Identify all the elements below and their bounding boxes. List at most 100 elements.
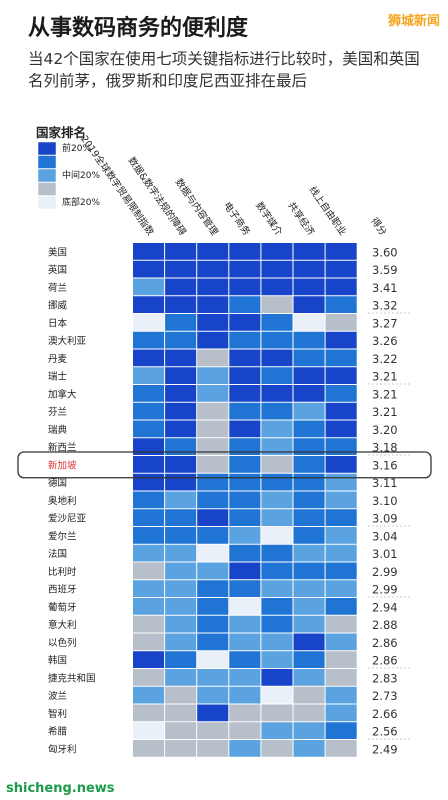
- heatmap-cell: [133, 686, 165, 704]
- heatmap-cell: [133, 722, 165, 739]
- heatmap-cell: [293, 669, 325, 686]
- heatmap-cell: [325, 402, 357, 420]
- heatmap-cell: [229, 314, 261, 331]
- heatmap-cell: [197, 331, 229, 349]
- row-label: 荷兰: [48, 282, 67, 294]
- heatmap-cell: [165, 651, 197, 668]
- heatmap-cell: [261, 544, 293, 562]
- heatmap-cell: [197, 651, 229, 668]
- row-label: 挪威: [48, 300, 68, 312]
- heatmap-cell: [325, 260, 357, 278]
- row-label: 美国: [48, 246, 67, 258]
- heatmap-cell: [133, 669, 165, 686]
- row-label: 新加坡: [48, 459, 77, 471]
- heatmap-cell: [293, 456, 325, 473]
- heatmap-cell: [261, 385, 293, 402]
- heatmap-cell: [229, 349, 261, 367]
- heatmap-cell: [261, 438, 293, 455]
- heatmap-cell: [325, 686, 357, 704]
- heatmap-cell: [293, 278, 325, 296]
- heatmap-cell: [133, 527, 165, 544]
- heatmap-cell: [197, 544, 229, 562]
- row-label: 葡萄牙: [48, 601, 77, 613]
- heatmap-cell: [261, 704, 293, 722]
- heatmap-cell: [165, 580, 197, 597]
- heatmap-cell: [229, 580, 261, 597]
- heatmap-cell: [229, 509, 261, 526]
- heatmap-cell: [229, 740, 261, 757]
- score-label: 3.41: [372, 281, 398, 295]
- heatmap-cell: [197, 598, 229, 615]
- heatmap-cell: [293, 651, 325, 668]
- heatmap-cell: [293, 296, 325, 313]
- heatmap-cell: [197, 633, 229, 651]
- score-label: 2.56: [372, 725, 398, 739]
- column-header: 数据&数字法规的障碍: [125, 155, 188, 238]
- heatmap-cell: [165, 438, 197, 455]
- legend-label: 底部20%: [62, 196, 100, 208]
- row-label: 波兰: [48, 690, 67, 702]
- heatmap-cell: [293, 633, 325, 651]
- heatmap-cell: [133, 420, 165, 438]
- score-label: 2.86: [372, 636, 398, 650]
- heatmap-cell: [165, 669, 197, 686]
- heatmap-cell: [293, 615, 325, 633]
- heatmap-cell: [229, 704, 261, 722]
- heatmap-cell: [261, 580, 293, 597]
- chart-subtitle: 当42个国家在使用七项关键指标进行比较时，美国和英国名列前茅，俄罗斯和印度尼西亚…: [28, 50, 420, 90]
- heatmap-cell: [261, 456, 293, 473]
- heatmap-cell: [133, 456, 165, 473]
- heatmap-cell: [197, 296, 229, 313]
- heatmap-cell: [133, 633, 165, 651]
- heatmap-cell: [133, 544, 165, 562]
- heatmap-cell: [229, 633, 261, 651]
- heatmap-cell: [133, 651, 165, 668]
- heatmap-cell: [325, 598, 357, 615]
- score-label: 2.94: [372, 600, 398, 614]
- heatmap-cell: [197, 260, 229, 278]
- heatmap-cell: [229, 651, 261, 668]
- heatmap-cell: [165, 722, 197, 739]
- heatmap-cell: [293, 527, 325, 544]
- heatmap-cell: [325, 704, 357, 722]
- heatmap-cell: [325, 633, 357, 651]
- heatmap-cell: [165, 740, 197, 757]
- heatmap-cell: [197, 349, 229, 367]
- heatmap-cell: [325, 562, 357, 580]
- heatmap-cell: [293, 704, 325, 722]
- heatmap-cell: [261, 278, 293, 296]
- brand-logo: 狮城新闻: [387, 14, 440, 29]
- heatmap-cell: [133, 314, 165, 331]
- heatmap-cell: [293, 420, 325, 438]
- heatmap-cell: [165, 491, 197, 509]
- heatmap-cell: [261, 491, 293, 509]
- score-label: 3.01: [372, 547, 398, 561]
- heatmap-cell: [133, 509, 165, 526]
- heatmap-cell: [261, 243, 293, 260]
- heatmap-cell: [165, 615, 197, 633]
- heatmap-cell: [293, 402, 325, 420]
- row-label: 韩国: [48, 655, 67, 667]
- heatmap-cell: [261, 615, 293, 633]
- heatmap-cell: [165, 456, 197, 473]
- heatmap-cell: [325, 331, 357, 349]
- heatmap-cell: [197, 473, 229, 491]
- row-label: 比利时: [48, 566, 77, 578]
- heatmap-cell: [165, 598, 197, 615]
- score-label: 2.66: [372, 707, 398, 721]
- heatmap-cell: [229, 296, 261, 313]
- heatmap-cell: [197, 420, 229, 438]
- score-label: 3.21: [372, 370, 398, 384]
- heatmap-cell: [293, 438, 325, 455]
- heatmap-cell: [165, 260, 197, 278]
- heatmap-cell: [293, 260, 325, 278]
- heatmap-cell: [229, 722, 261, 739]
- heatmap-cell: [133, 473, 165, 491]
- heatmap-cell: [325, 385, 357, 402]
- heatmap-cell: [325, 527, 357, 544]
- row-label: 加拿大: [48, 388, 77, 400]
- score-label: 2.88: [372, 618, 398, 632]
- heatmap-cell: [133, 615, 165, 633]
- heatmap-cell: [261, 651, 293, 668]
- column-header: 电子商务: [221, 200, 253, 238]
